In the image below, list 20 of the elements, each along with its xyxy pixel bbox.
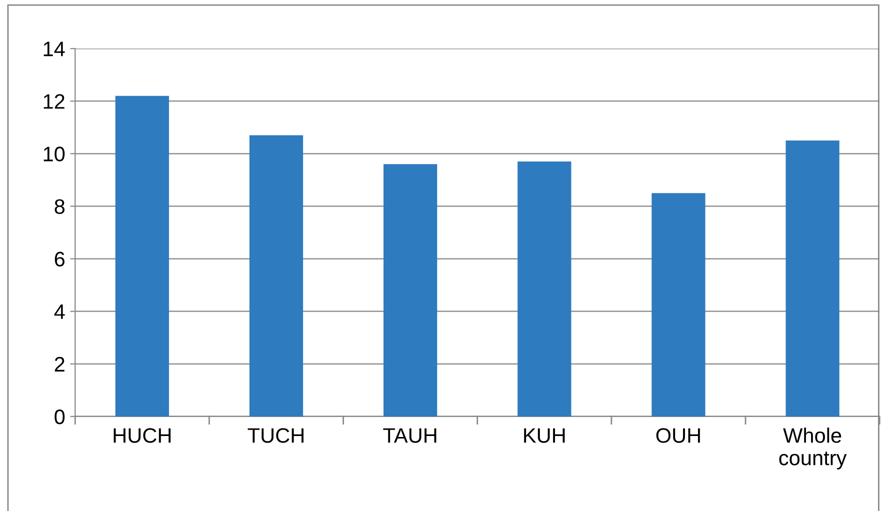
- x-tick-label: Whole country: [779, 428, 847, 470]
- y-tick-label: 0: [54, 409, 65, 424]
- y-tick-label: 2: [54, 356, 64, 372]
- y-tick-label: 8: [54, 199, 65, 214]
- x-tick-label: TUCH: [248, 428, 304, 443]
- x-tick-label: HUCH: [114, 428, 171, 443]
- bar: [652, 193, 706, 416]
- bar: [384, 164, 438, 416]
- x-tick-label: OUH: [656, 428, 700, 443]
- bar: [518, 162, 572, 416]
- y-tick-label: 14: [44, 42, 65, 56]
- y-tick-label: 12: [44, 94, 64, 109]
- bar: [786, 140, 840, 416]
- y-tick-label: 6: [54, 252, 65, 267]
- y-tick-label: 10: [44, 146, 65, 162]
- x-tick-label: KUH: [524, 428, 565, 443]
- bar: [115, 96, 169, 416]
- bar: [249, 135, 304, 416]
- y-tick-label: 4: [54, 304, 65, 319]
- x-tick-label: TAUH: [383, 428, 436, 443]
